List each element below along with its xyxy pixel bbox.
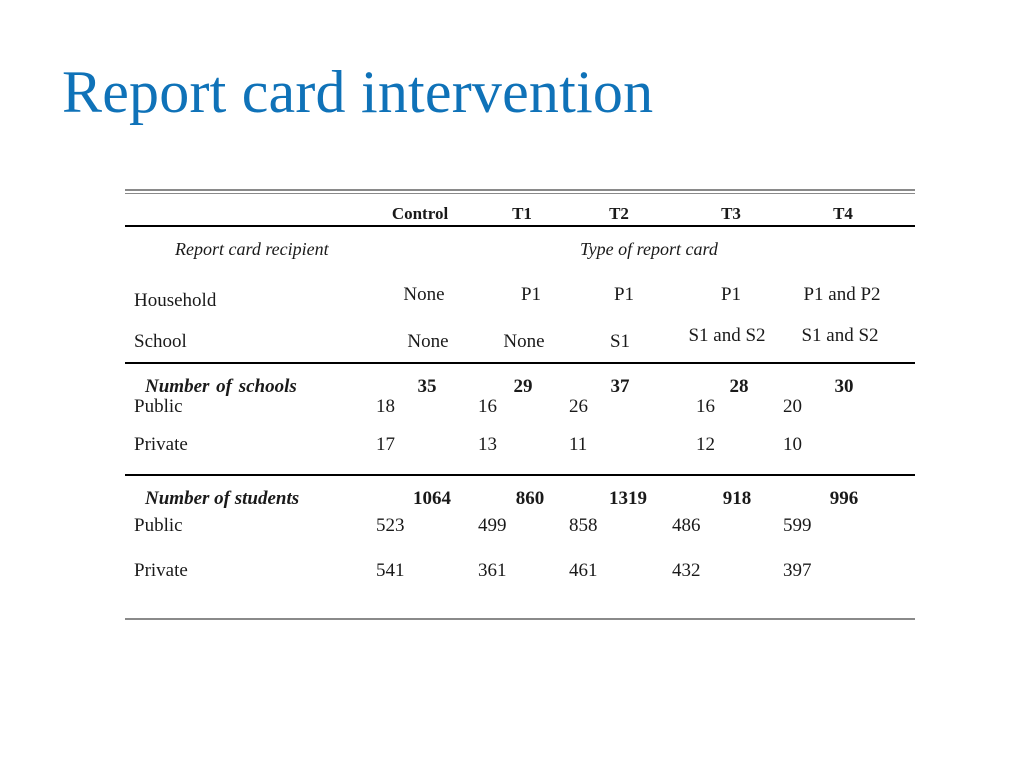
students-total-control: 1064 — [413, 488, 451, 509]
table-top-rule-thin — [125, 193, 915, 194]
section-rule-students — [125, 474, 915, 476]
students-private-label: Private — [134, 560, 188, 581]
school-label: School — [134, 331, 187, 352]
schools-private-t1: 13 — [478, 434, 497, 455]
students-total-t3: 918 — [722, 488, 752, 509]
students-public-t1: 499 — [478, 515, 507, 536]
schools-public-label: Public — [134, 396, 183, 417]
household-label: Household — [134, 290, 217, 311]
school-t1: None — [503, 331, 545, 352]
recipient-subheader: Report card recipient — [175, 239, 329, 259]
schools-public-control: 18 — [376, 396, 395, 417]
schools-private-t3: 12 — [696, 434, 715, 455]
household-t2: P1 — [613, 284, 635, 305]
household-t3: P1 — [720, 284, 742, 305]
schools-total-t2: 37 — [610, 376, 630, 397]
schools-private-control: 17 — [376, 434, 395, 455]
students-public-t3: 486 — [672, 515, 701, 536]
header-t3: T3 — [721, 204, 741, 223]
schools-private-t2: 11 — [569, 434, 588, 455]
type-subheader: Type of report card — [580, 239, 718, 259]
page-title: Report card intervention — [62, 59, 654, 125]
schools-public-t3: 16 — [696, 396, 715, 417]
schools-total-t4: 30 — [834, 376, 854, 397]
header-t4: T4 — [833, 204, 853, 223]
schools-total-t3: 28 — [729, 376, 749, 397]
schools-private-label: Private — [134, 434, 188, 455]
section-rule-schools — [125, 362, 915, 364]
schools-public-t1: 16 — [478, 396, 497, 417]
school-t4: S1 and S2 — [801, 325, 879, 346]
school-t3: S1 and S2 — [688, 325, 766, 346]
schools-section-label: Number of schools — [145, 376, 297, 397]
students-private-t3: 432 — [672, 560, 701, 581]
students-private-t1: 361 — [478, 560, 507, 581]
students-public-t4: 599 — [783, 515, 812, 536]
students-private-t4: 397 — [783, 560, 812, 581]
table-bottom-rule — [125, 618, 915, 620]
header-rule — [125, 225, 915, 227]
students-public-label: Public — [134, 515, 183, 536]
household-control: None — [403, 284, 445, 305]
header-control: Control — [391, 204, 449, 223]
schools-public-t4: 20 — [783, 396, 802, 417]
schools-public-t2: 26 — [569, 396, 588, 417]
schools-total-control: 35 — [417, 376, 437, 397]
household-t4: P1 and P2 — [803, 284, 881, 305]
header-t2: T2 — [609, 204, 629, 223]
school-t2: S1 — [609, 331, 631, 352]
students-total-t2: 1319 — [609, 488, 647, 509]
schools-total-t1: 29 — [513, 376, 533, 397]
table-top-rule — [125, 189, 915, 191]
school-control: None — [407, 331, 449, 352]
students-private-control: 541 — [376, 560, 405, 581]
header-t1: T1 — [512, 204, 532, 223]
schools-private-t4: 10 — [783, 434, 802, 455]
students-public-t2: 858 — [569, 515, 598, 536]
students-total-t1: 860 — [515, 488, 545, 509]
household-t1: P1 — [520, 284, 542, 305]
students-total-t4: 996 — [829, 488, 859, 509]
students-private-t2: 461 — [569, 560, 598, 581]
students-section-label: Number of students — [145, 488, 300, 509]
students-public-control: 523 — [376, 515, 405, 536]
